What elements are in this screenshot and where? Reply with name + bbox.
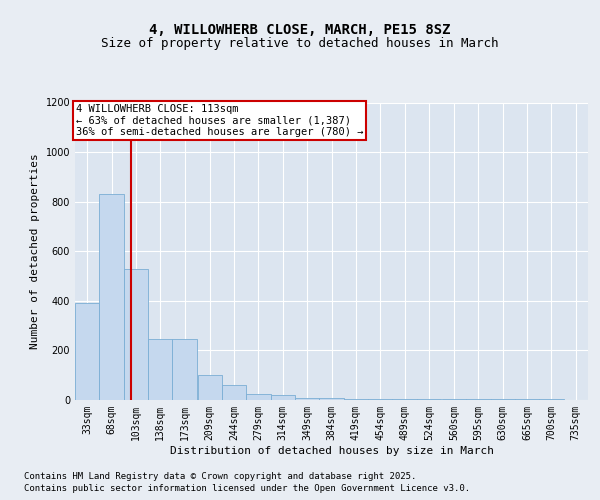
Bar: [368, 399, 392, 400]
Bar: [392, 399, 417, 400]
Y-axis label: Number of detached properties: Number of detached properties: [30, 154, 40, 349]
Bar: [75, 304, 100, 400]
Bar: [271, 395, 295, 400]
Bar: [515, 399, 539, 400]
Bar: [344, 399, 368, 400]
Bar: [100, 194, 124, 400]
Text: 4 WILLOWHERB CLOSE: 113sqm
← 63% of detached houses are smaller (1,387)
36% of s: 4 WILLOWHERB CLOSE: 113sqm ← 63% of deta…: [76, 104, 363, 137]
Bar: [246, 394, 271, 400]
Bar: [148, 340, 172, 400]
Bar: [491, 399, 515, 400]
Text: 4, WILLOWHERB CLOSE, MARCH, PE15 8SZ: 4, WILLOWHERB CLOSE, MARCH, PE15 8SZ: [149, 22, 451, 36]
Bar: [222, 385, 246, 400]
Bar: [442, 399, 466, 400]
Text: Size of property relative to detached houses in March: Size of property relative to detached ho…: [101, 38, 499, 51]
Bar: [319, 398, 344, 400]
Bar: [417, 399, 441, 400]
Bar: [539, 399, 563, 400]
Bar: [197, 375, 222, 400]
Bar: [172, 340, 197, 400]
Text: Contains HM Land Registry data © Crown copyright and database right 2025.: Contains HM Land Registry data © Crown c…: [24, 472, 416, 481]
Text: Contains public sector information licensed under the Open Government Licence v3: Contains public sector information licen…: [24, 484, 470, 493]
Bar: [124, 268, 148, 400]
Bar: [295, 398, 319, 400]
Bar: [466, 399, 491, 400]
X-axis label: Distribution of detached houses by size in March: Distribution of detached houses by size …: [170, 446, 493, 456]
